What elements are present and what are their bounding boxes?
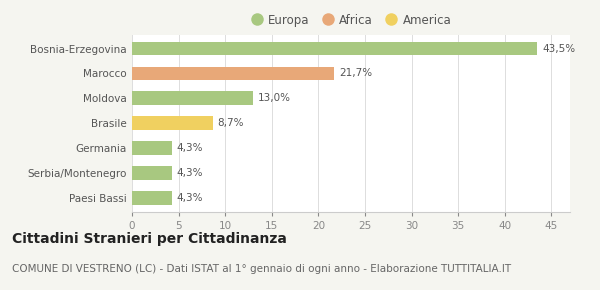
Bar (132, 42, 538, 55)
Text: 13,0%: 13,0% (258, 93, 291, 103)
Text: 4,3%: 4,3% (177, 143, 203, 153)
Bar (132, 116, 213, 130)
Text: 21,7%: 21,7% (339, 68, 372, 78)
Bar (132, 91, 253, 105)
Text: COMUNE DI VESTRENO (LC) - Dati ISTAT al 1° gennaio di ogni anno - Elaborazione T: COMUNE DI VESTRENO (LC) - Dati ISTAT al … (12, 264, 511, 274)
Bar (132, 141, 172, 155)
Text: 4,3%: 4,3% (177, 168, 203, 178)
Bar (132, 67, 334, 80)
Bar (132, 166, 172, 180)
Legend: Europa, Africa, America: Europa, Africa, America (246, 9, 456, 31)
Text: 4,3%: 4,3% (177, 193, 203, 203)
Bar (132, 191, 172, 205)
Text: Cittadini Stranieri per Cittadinanza: Cittadini Stranieri per Cittadinanza (12, 232, 287, 246)
Text: 8,7%: 8,7% (218, 118, 244, 128)
Text: 43,5%: 43,5% (542, 44, 575, 53)
